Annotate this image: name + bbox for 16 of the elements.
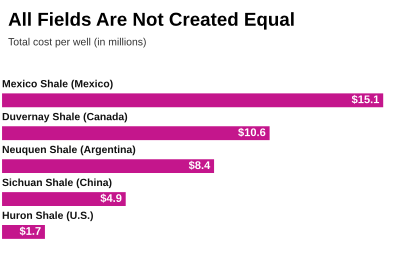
data-label: $15.1 — [352, 94, 380, 104]
chart-title: All Fields Are Not Created Equal — [8, 12, 294, 30]
bar — [2, 93, 384, 108]
y-tick-label: Sichuan Shale (China) — [2, 178, 112, 188]
data-label: $8.4 — [188, 160, 210, 170]
bar — [2, 159, 214, 174]
data-label: $10.6 — [238, 128, 266, 137]
y-tick-label: Neuquen Shale (Argentina) — [2, 145, 136, 156]
data-label: $1.7 — [20, 226, 41, 236]
data-label: $4.9 — [100, 194, 122, 203]
y-tick-label: Duvernay Shale (Canada) — [2, 112, 128, 122]
y-tick-label: Huron Shale (U.S.) — [2, 211, 93, 222]
chart-subtitle: Total cost per well (in millions) — [8, 38, 146, 48]
y-tick-label: Mexico Shale (Mexico) — [2, 80, 113, 90]
bar — [2, 192, 126, 206]
bar — [2, 126, 270, 140]
